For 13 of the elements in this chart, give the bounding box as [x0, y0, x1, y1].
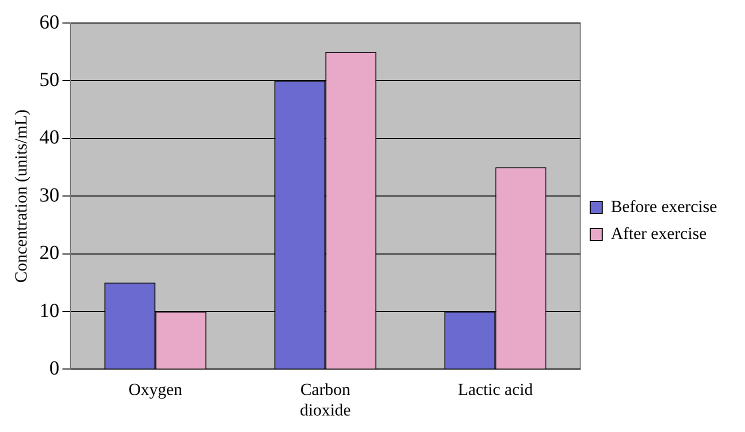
y-axis-title: Concentration (units/mL)	[12, 109, 31, 283]
y-tick-label: 40	[39, 126, 60, 149]
y-tick-label: 10	[39, 300, 60, 322]
legend-label: After exercise	[610, 224, 707, 243]
x-tick-label: Oxygen	[128, 380, 183, 399]
y-tick-label: 60	[39, 11, 60, 34]
y-tick-label: 0	[49, 357, 60, 380]
x-tick-label: Carbon dioxide	[300, 380, 351, 420]
y-tick-label: 50	[39, 68, 60, 91]
y-tick-label: 20	[39, 242, 60, 264]
x-tick-label: Lactic acid	[458, 380, 534, 399]
y-tick-label: 30	[39, 184, 60, 206]
legend-label: Before exercise	[610, 196, 718, 216]
